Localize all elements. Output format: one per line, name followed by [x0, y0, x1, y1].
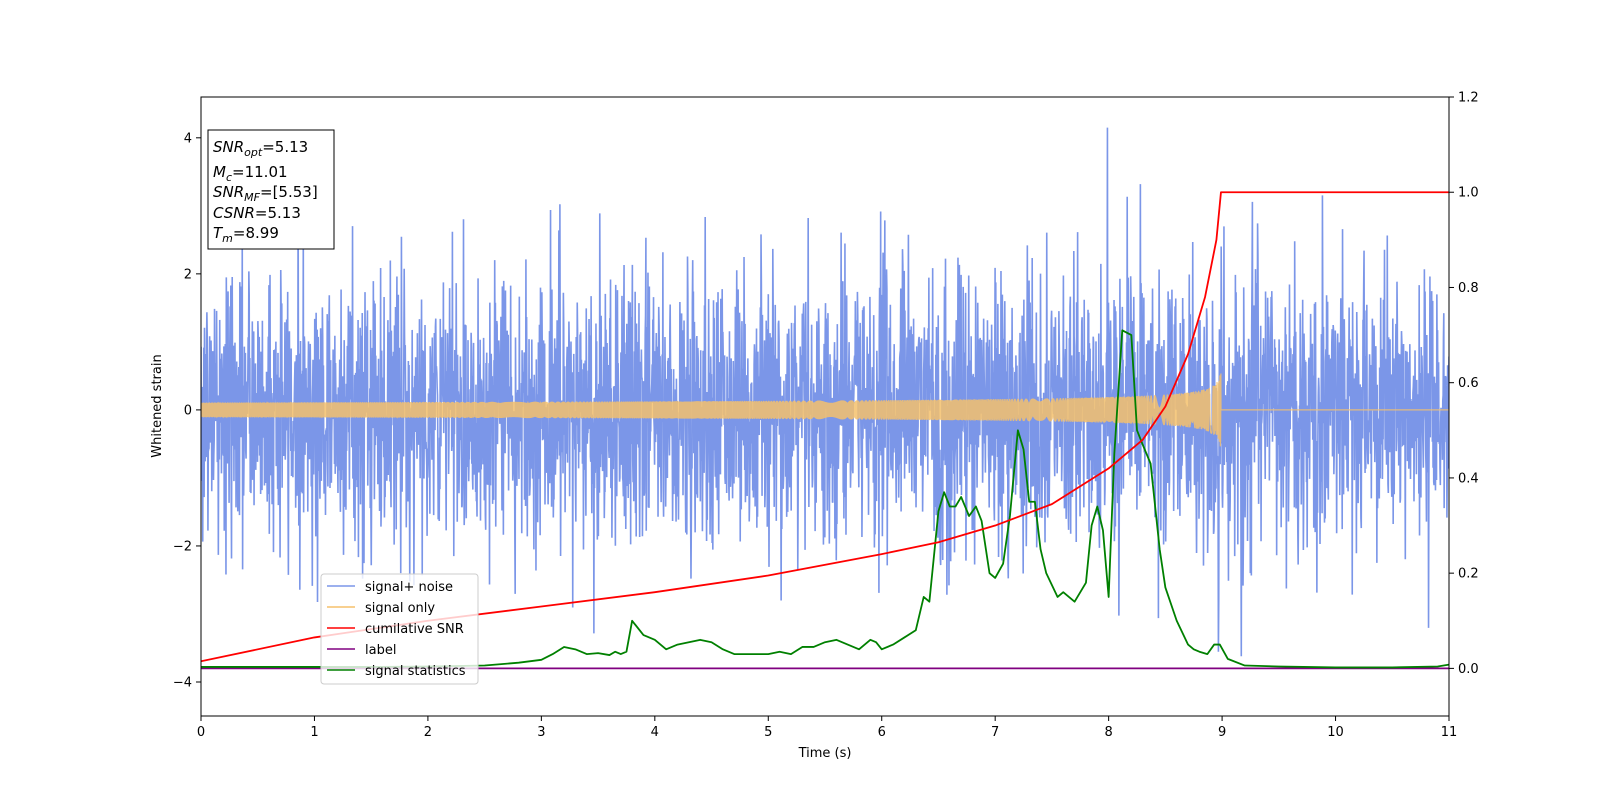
annotation-frame [207, 129, 335, 250]
x-tick-label: 3 [537, 725, 545, 740]
annotation-mc: Mc=11.01 [213, 163, 288, 184]
x-tick-label: 11 [1441, 725, 1458, 740]
y-tick-label: −4 [173, 675, 192, 690]
x-tick-label: 0 [197, 725, 205, 740]
x-axis: 0 1 2 3 4 5 6 7 8 9 10 11 [197, 716, 1457, 740]
signal-statistics-line [201, 329, 1449, 669]
x-tick-label: 6 [878, 725, 886, 740]
y-axis-right: 0.0 0.2 0.4 0.6 0.8 1.0 1.2 [1449, 91, 1479, 677]
y2-tick-label: 0.0 [1458, 662, 1479, 677]
y2-tick-label: 1.0 [1458, 186, 1479, 201]
y2-tick-label: 0.6 [1458, 376, 1479, 391]
y2-tick-label: 0.2 [1458, 567, 1479, 582]
y2-tick-label: 0.8 [1458, 281, 1479, 296]
legend-label: signal only [365, 601, 435, 616]
legend-label: signal statistics [365, 664, 466, 679]
x-tick-label: 8 [1104, 725, 1112, 740]
x-tick-label: 7 [991, 725, 999, 740]
legend-frame [320, 573, 479, 685]
cumulative-snr-line [201, 191, 1449, 663]
x-tick-label: 1 [310, 725, 318, 740]
x-tick-label: 10 [1327, 725, 1344, 740]
y-axis-label: Whitened strain [150, 354, 165, 457]
legend-item-signal-only: signal only [327, 601, 435, 616]
series-signal-only [201, 373, 1449, 447]
legend-label: label [365, 643, 396, 658]
signal-only-line [201, 373, 1449, 447]
x-tick-label: 4 [651, 725, 659, 740]
x-tick-label: 5 [764, 725, 772, 740]
y-tick-label: 2 [184, 267, 192, 282]
legend-item-cumulative-snr: cumilative SNR [327, 622, 464, 637]
legend-label: signal+ noise [365, 580, 453, 595]
y2-tick-label: 0.4 [1458, 471, 1479, 486]
legend-label: cumilative SNR [365, 622, 464, 637]
signal-noise-line [201, 127, 1449, 657]
y2-tick-label: 1.2 [1458, 91, 1479, 106]
plot-frame [200, 96, 1450, 717]
annotation-snr-opt: SNRopt=5.13 [213, 138, 308, 159]
y-tick-label: 0 [184, 403, 192, 418]
x-tick-label: 9 [1218, 725, 1226, 740]
annotation-csnr: CSNR=5.13 [213, 204, 301, 222]
x-axis-label: Time (s) [798, 746, 852, 761]
parameter-annotation-box: SNRopt=5.13 Mc=11.01 SNRMF=[5.53] CSNR=5… [207, 129, 335, 250]
y-axis-left: −4 −2 0 2 4 [173, 131, 201, 690]
legend-item-signal-statistics: signal statistics [327, 664, 466, 679]
legend: signal+ noise signal only cumilative SNR… [320, 573, 479, 685]
legend-item-signal-noise: signal+ noise [327, 580, 453, 595]
y-tick-label: 4 [184, 131, 192, 146]
series-signal-noise [201, 127, 1449, 657]
x-tick-label: 2 [424, 725, 432, 740]
legend-item-label: label [327, 643, 396, 658]
annotation-tm: Tm=8.99 [213, 224, 279, 245]
y-tick-label: −2 [173, 539, 192, 554]
annotation-snr-mf: SNRMF=[5.53] [213, 183, 318, 204]
